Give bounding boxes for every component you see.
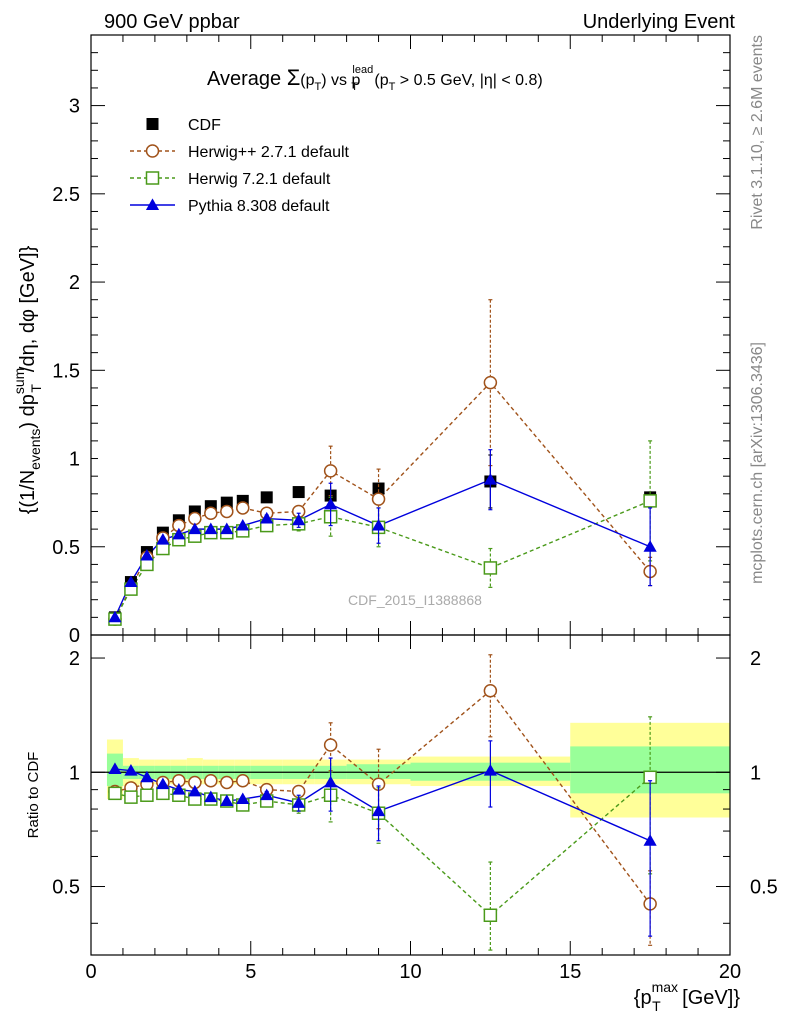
mcplots-label: mcplots.cern.ch [arXiv:1306.3436] — [749, 342, 766, 584]
y-tick-label: 0.5 — [52, 537, 80, 559]
x-tick-label: 0 — [85, 961, 96, 983]
legend: CDF Herwig++ 2.7.1 default Herwig 7.2.1 de… — [130, 117, 350, 215]
data-point-triangle — [156, 777, 170, 790]
data-point-triangle — [324, 497, 338, 510]
x-tick-label: 10 — [399, 961, 421, 983]
x-axis-label: {pmax T [GeV]} — [634, 979, 741, 1014]
data-point-triangle — [124, 764, 138, 776]
data-point-triangle — [220, 794, 234, 806]
ratio-y-tick-label-right: 0.5 — [750, 877, 778, 899]
ratio-y-tick-label: 2 — [69, 648, 80, 670]
data-point-circle — [371, 492, 386, 506]
data-point-circle — [483, 375, 498, 390]
data-point-square — [260, 491, 273, 504]
y-tick-label: 1 — [69, 449, 80, 471]
y-tick-label: 0 — [69, 625, 80, 647]
x-tick-label: 20 — [719, 961, 741, 983]
data-point-triangle — [124, 575, 138, 588]
header-right: Underlying Event — [583, 11, 736, 33]
header-left: 900 GeV ppbar — [104, 11, 240, 33]
ratio-y-tick-label-right: 2 — [750, 648, 761, 670]
data-point-triangle — [643, 834, 657, 846]
data-point-open-square — [108, 786, 122, 801]
data-point-open-square — [483, 908, 498, 923]
data-point-circle — [220, 504, 234, 519]
data-point-square — [146, 118, 159, 130]
data-point-circle — [323, 738, 338, 752]
data-point-triangle — [145, 198, 160, 210]
ratio-plot-series — [108, 654, 657, 951]
ratio-y-tick-label: 0.5 — [52, 877, 80, 899]
data-point-triangle — [156, 533, 170, 545]
data-point-square — [372, 482, 385, 495]
data-point-triangle — [108, 610, 122, 623]
legend-label: CDF — [188, 117, 221, 134]
data-point-triangle — [140, 548, 154, 561]
data-point-triangle — [188, 784, 202, 797]
data-point-triangle — [643, 540, 657, 552]
y-tick-label: 2 — [69, 272, 80, 294]
legend-label: Herwig++ 2.7.1 default — [188, 144, 350, 161]
y-tick-label: 1.5 — [52, 360, 80, 382]
data-point-open-square — [145, 171, 160, 185]
ratio-y-tick-label-right: 1 — [750, 762, 761, 784]
data-point-triangle — [483, 764, 497, 776]
data-point-triangle — [140, 770, 154, 783]
y-axis-label-ratio: Ratio to CDF — [25, 752, 42, 839]
data-point-circle — [145, 144, 160, 158]
data-point-circle — [236, 773, 250, 788]
y-tick-label: 2.5 — [52, 184, 80, 206]
data-point-open-square — [140, 788, 154, 802]
data-point-circle — [323, 464, 338, 478]
data-point-triangle — [236, 518, 250, 531]
data-point-triangle — [371, 804, 386, 817]
rivet-label: Rivet 3.1.10, ≥ 2.6M events — [749, 35, 766, 230]
data-point-triangle — [204, 790, 218, 803]
data-point-circle — [204, 773, 218, 788]
data-point-triangle — [483, 473, 497, 485]
data-point-triangle — [108, 762, 122, 774]
data-point-triangle — [324, 775, 338, 788]
main-frame — [90, 34, 731, 636]
data-point-square — [292, 486, 305, 499]
data-point-open-square — [124, 790, 138, 804]
data-point-triangle — [204, 522, 218, 535]
data-point-circle — [483, 683, 498, 698]
data-point-circle — [220, 775, 234, 790]
x-tick-label: 5 — [245, 961, 256, 983]
axis-ticks: 0 5 10 15 20 0 0.5 1 1.5 2 2.5 3 0.5 0.5 1 1 2 2 — [52, 34, 778, 983]
y-tick-label: 3 — [69, 96, 80, 118]
ratio-y-tick-label: 1 — [69, 762, 80, 784]
data-point-triangle — [172, 527, 186, 540]
plot-title: Average Σ(pT) vs plead T (pT > 0.5 GeV, |… — [207, 64, 543, 93]
data-point-triangle — [260, 511, 274, 524]
legend-label: Pythia 8.308 default — [188, 198, 330, 215]
data-point-triangle — [236, 792, 250, 805]
legend-label: Herwig 7.2.1 default — [188, 171, 331, 188]
data-point-triangle — [188, 522, 202, 535]
y-axis-label-main: {(1/Nevents) dpsumT/dη, dφ [GeV]} — [11, 245, 44, 514]
ratio-uncertainty-bands — [91, 722, 730, 818]
data-point-triangle — [371, 518, 386, 531]
data-point-triangle — [292, 513, 306, 526]
x-tick-label: 15 — [559, 961, 581, 983]
data-point-open-square — [643, 494, 657, 508]
main-plot-series — [108, 299, 657, 626]
data-point-open-square — [483, 561, 498, 575]
data-point-triangle — [220, 522, 234, 535]
data-point-circle — [236, 501, 250, 515]
data-point-triangle — [292, 796, 306, 808]
analysis-watermark: CDF_2015_I1388868 — [348, 592, 482, 608]
data-point-triangle — [172, 783, 186, 795]
data-point-triangle — [260, 788, 274, 801]
data-point-circle — [204, 506, 218, 520]
